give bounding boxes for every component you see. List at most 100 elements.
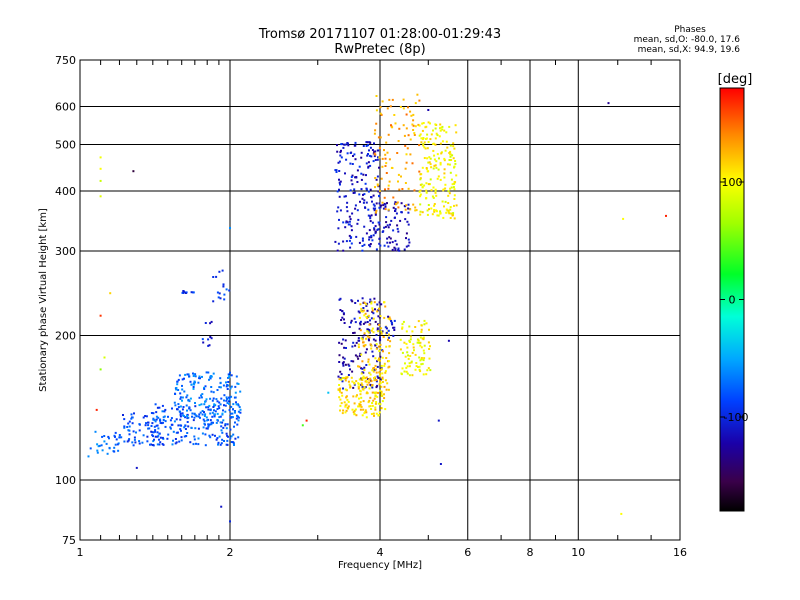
data-point xyxy=(379,338,381,341)
data-point xyxy=(161,410,164,413)
data-point xyxy=(454,124,457,127)
data-point xyxy=(203,411,205,414)
data-point xyxy=(216,419,219,421)
data-point xyxy=(225,288,228,291)
data-point xyxy=(435,132,438,135)
data-point xyxy=(399,105,402,108)
data-point xyxy=(435,166,438,169)
data-point xyxy=(157,427,160,430)
data-point xyxy=(374,368,377,371)
chart-title-line1: Tromsø 20171107 01:28:00-01:29:43 xyxy=(258,27,502,42)
data-point xyxy=(161,436,164,439)
data-point xyxy=(453,182,456,185)
data-point xyxy=(373,397,376,400)
data-point xyxy=(430,207,433,210)
data-point xyxy=(155,418,158,421)
data-point xyxy=(193,438,196,441)
data-point xyxy=(394,208,397,211)
data-point xyxy=(158,438,160,441)
data-point xyxy=(219,403,222,406)
data-point xyxy=(397,173,400,176)
data-point xyxy=(370,236,373,239)
data-point xyxy=(114,435,116,438)
data-point xyxy=(355,235,358,238)
data-point xyxy=(178,374,181,377)
data-point xyxy=(394,216,396,219)
data-point xyxy=(193,435,196,438)
data-point xyxy=(369,141,372,144)
data-point xyxy=(369,301,372,304)
data-point xyxy=(383,364,386,367)
data-point xyxy=(339,390,341,393)
data-point xyxy=(179,405,182,408)
data-point xyxy=(233,425,235,428)
data-point xyxy=(384,188,386,191)
data-point xyxy=(363,366,366,369)
data-point xyxy=(344,226,347,229)
data-point xyxy=(203,388,206,390)
data-point xyxy=(343,401,346,404)
data-point xyxy=(375,379,378,382)
data-point xyxy=(349,152,352,154)
data-point xyxy=(377,391,379,394)
data-point xyxy=(360,377,362,380)
data-point xyxy=(391,323,394,326)
data-point xyxy=(443,176,446,179)
data-point xyxy=(193,383,196,386)
data-point xyxy=(378,221,381,224)
y-tick-label: 500 xyxy=(55,139,76,152)
data-point xyxy=(351,174,354,177)
data-point xyxy=(368,236,371,239)
data-point xyxy=(235,401,237,404)
data-point xyxy=(375,209,378,212)
data-point xyxy=(374,150,377,153)
data-point xyxy=(375,380,378,383)
data-point xyxy=(105,442,108,445)
data-point xyxy=(362,201,365,204)
data-point xyxy=(372,234,375,237)
data-point xyxy=(401,327,404,330)
data-point xyxy=(448,212,451,215)
data-point xyxy=(356,355,359,358)
data-point xyxy=(209,409,212,412)
data-point xyxy=(99,368,102,371)
plot-grid xyxy=(80,60,680,540)
data-point xyxy=(345,389,348,392)
data-point xyxy=(378,194,380,197)
data-point xyxy=(365,303,368,306)
data-point xyxy=(378,301,381,304)
data-point xyxy=(138,423,141,426)
data-point xyxy=(239,408,242,411)
data-point xyxy=(374,207,377,210)
data-point xyxy=(376,184,379,187)
data-point xyxy=(450,186,453,189)
data-point xyxy=(422,143,425,146)
data-point xyxy=(188,406,191,409)
data-point xyxy=(338,170,341,172)
data-point xyxy=(220,505,223,508)
chart-title: Tromsø 20171107 01:28:00-01:29:43 RwPret… xyxy=(230,27,530,57)
data-point xyxy=(391,241,394,244)
data-point xyxy=(408,339,411,342)
data-point xyxy=(219,415,222,418)
data-point xyxy=(189,441,192,444)
data-point xyxy=(367,360,370,363)
data-point xyxy=(371,309,374,312)
data-point xyxy=(426,369,429,372)
data-point xyxy=(418,190,421,193)
data-point xyxy=(182,290,185,293)
data-point xyxy=(406,220,409,223)
data-point xyxy=(377,345,380,348)
data-point xyxy=(441,200,444,203)
data-point xyxy=(399,219,402,222)
data-point xyxy=(377,190,380,193)
data-point xyxy=(175,441,178,444)
data-point xyxy=(423,141,426,144)
data-point xyxy=(357,405,360,408)
data-point xyxy=(237,383,240,385)
data-point xyxy=(359,354,361,357)
data-point xyxy=(412,343,415,346)
data-point xyxy=(347,400,350,403)
data-point xyxy=(425,168,428,171)
data-point xyxy=(340,156,343,159)
